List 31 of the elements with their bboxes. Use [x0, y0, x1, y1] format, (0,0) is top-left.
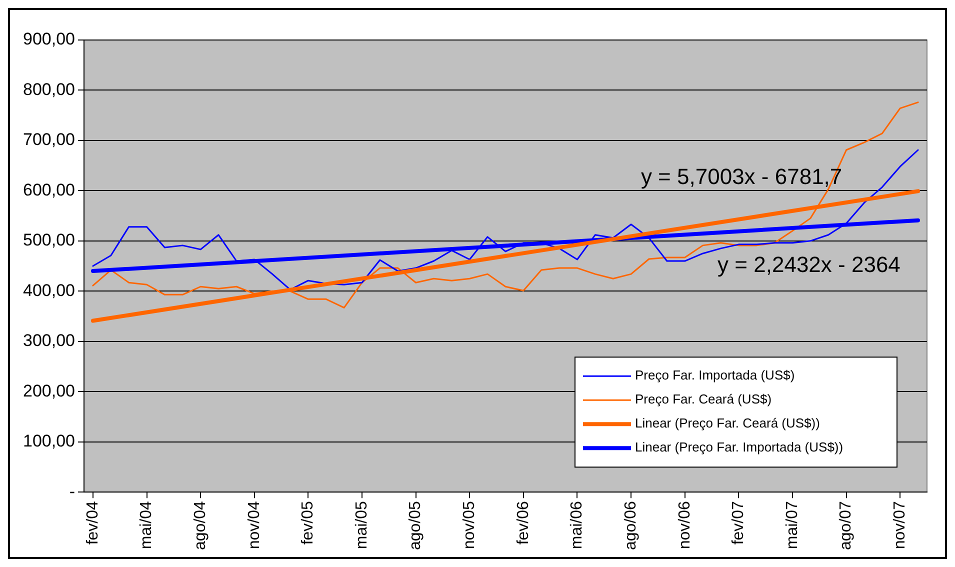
- y-tick-label: 800,00: [22, 80, 75, 99]
- y-tick-label: 600,00: [22, 180, 75, 200]
- legend-label: Preço Far. Ceará (US$): [635, 392, 772, 407]
- x-tick-label: fev/06: [514, 500, 532, 545]
- legend-label: Linear (Preço Far. Ceará (US$)): [635, 416, 820, 431]
- x-tick-label: fev/07: [730, 500, 748, 545]
- x-tick-label: mai/07: [784, 500, 801, 550]
- y-tick-label: 400,00: [22, 280, 75, 300]
- x-tick-label: ago/07: [838, 500, 855, 550]
- x-tick-label: nov/04: [246, 500, 263, 550]
- x-tick-label: nov/06: [676, 500, 694, 550]
- x-tick-label: mai/04: [138, 500, 156, 550]
- x-tick-label: fev/05: [300, 500, 317, 545]
- x-tick-label: fev/04: [84, 500, 102, 545]
- y-tick-label: 500,00: [22, 230, 75, 250]
- y-tick-label: 900,00: [22, 30, 75, 49]
- x-tick-label: mai/05: [353, 500, 370, 550]
- legend-label: Preço Far. Importada (US$): [635, 368, 795, 383]
- y-tick-label: 200,00: [22, 381, 75, 400]
- x-tick-label: nov/05: [461, 500, 478, 550]
- x-tick-label: ago/05: [407, 500, 424, 550]
- y-tick-label: 100,00: [22, 432, 75, 451]
- legend-label: Linear (Preço Far. Importada (US$)): [635, 440, 844, 455]
- y-tick-label: 300,00: [22, 331, 75, 350]
- x-tick-label: ago/06: [622, 500, 640, 550]
- annotation: y = 2,2432x - 2364: [718, 252, 900, 278]
- y-tick-label: 700,00: [22, 130, 75, 150]
- x-tick-label: ago/04: [192, 500, 209, 550]
- y-tick-label: -: [69, 482, 75, 501]
- x-tick-label: nov/07: [892, 500, 908, 550]
- x-tick-label: mai/06: [568, 500, 586, 550]
